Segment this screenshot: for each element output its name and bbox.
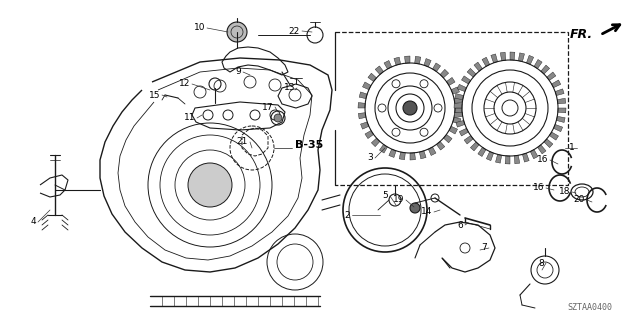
Text: 22: 22 [289,27,300,36]
Polygon shape [541,65,550,74]
Polygon shape [447,77,455,85]
Polygon shape [527,55,534,65]
Circle shape [188,163,232,207]
Polygon shape [510,52,515,60]
Text: FR.: FR. [570,28,593,42]
Polygon shape [518,53,525,62]
Polygon shape [389,149,396,157]
Polygon shape [368,73,376,82]
Polygon shape [478,147,486,156]
Polygon shape [358,113,366,119]
Polygon shape [474,62,483,71]
Text: 20: 20 [573,196,585,204]
Polygon shape [554,124,563,132]
Polygon shape [394,57,401,65]
Polygon shape [365,131,374,139]
Text: 19: 19 [392,196,404,204]
Polygon shape [371,138,380,147]
Text: 7: 7 [481,244,487,252]
Polygon shape [451,87,460,94]
Polygon shape [456,120,465,127]
Text: 6: 6 [457,220,463,229]
Polygon shape [531,149,538,159]
Text: 21: 21 [237,138,248,147]
Text: 15: 15 [148,91,160,100]
Polygon shape [410,153,415,160]
Text: 16: 16 [536,156,548,164]
Polygon shape [399,152,405,160]
Polygon shape [547,72,556,80]
Polygon shape [433,63,440,72]
Polygon shape [428,147,436,156]
Polygon shape [467,68,476,77]
Polygon shape [415,56,421,64]
Polygon shape [454,103,462,108]
Polygon shape [380,144,387,153]
Polygon shape [495,154,502,163]
Text: 9: 9 [236,68,241,76]
Polygon shape [359,92,367,99]
Text: 17: 17 [262,102,273,111]
Polygon shape [449,126,458,134]
Polygon shape [440,69,449,78]
Text: 13: 13 [284,84,295,92]
Text: 3: 3 [367,154,373,163]
Text: 5: 5 [382,191,388,201]
Polygon shape [482,57,490,67]
Polygon shape [360,122,369,129]
Polygon shape [552,80,561,88]
Text: 16: 16 [532,183,544,193]
Polygon shape [404,56,410,63]
Polygon shape [458,84,467,92]
Text: 4: 4 [30,218,36,227]
Polygon shape [362,82,371,90]
Polygon shape [375,66,383,75]
Polygon shape [419,151,426,159]
Text: B-35: B-35 [295,140,323,150]
Polygon shape [514,155,520,164]
Polygon shape [500,52,506,61]
Text: 14: 14 [420,207,432,217]
Polygon shape [555,89,564,96]
Polygon shape [522,153,529,162]
Polygon shape [470,142,479,151]
Polygon shape [534,60,542,69]
Text: 18: 18 [559,188,570,196]
Polygon shape [557,98,566,104]
Polygon shape [486,151,493,161]
Polygon shape [384,60,392,69]
Polygon shape [461,76,470,84]
Text: 1: 1 [569,143,575,153]
Polygon shape [549,132,559,140]
Polygon shape [455,93,463,100]
Circle shape [274,114,282,122]
Text: 8: 8 [538,259,544,268]
Polygon shape [491,54,497,63]
Polygon shape [424,59,431,67]
Polygon shape [436,141,445,150]
Circle shape [403,101,417,115]
Text: SZTAA0400: SZTAA0400 [568,303,612,313]
Polygon shape [454,112,463,118]
Polygon shape [454,97,461,103]
Polygon shape [455,108,462,113]
Circle shape [410,203,420,213]
Text: 12: 12 [179,79,190,89]
Polygon shape [444,134,452,143]
Polygon shape [538,145,546,154]
Polygon shape [358,103,365,108]
Polygon shape [460,128,468,136]
Polygon shape [505,156,510,164]
Text: 11: 11 [184,114,195,123]
Text: 10: 10 [193,23,205,33]
Polygon shape [558,108,566,113]
Polygon shape [556,116,565,123]
Polygon shape [464,136,473,144]
Polygon shape [544,139,553,148]
Text: 2: 2 [344,211,350,220]
Circle shape [227,22,247,42]
Polygon shape [452,117,461,124]
